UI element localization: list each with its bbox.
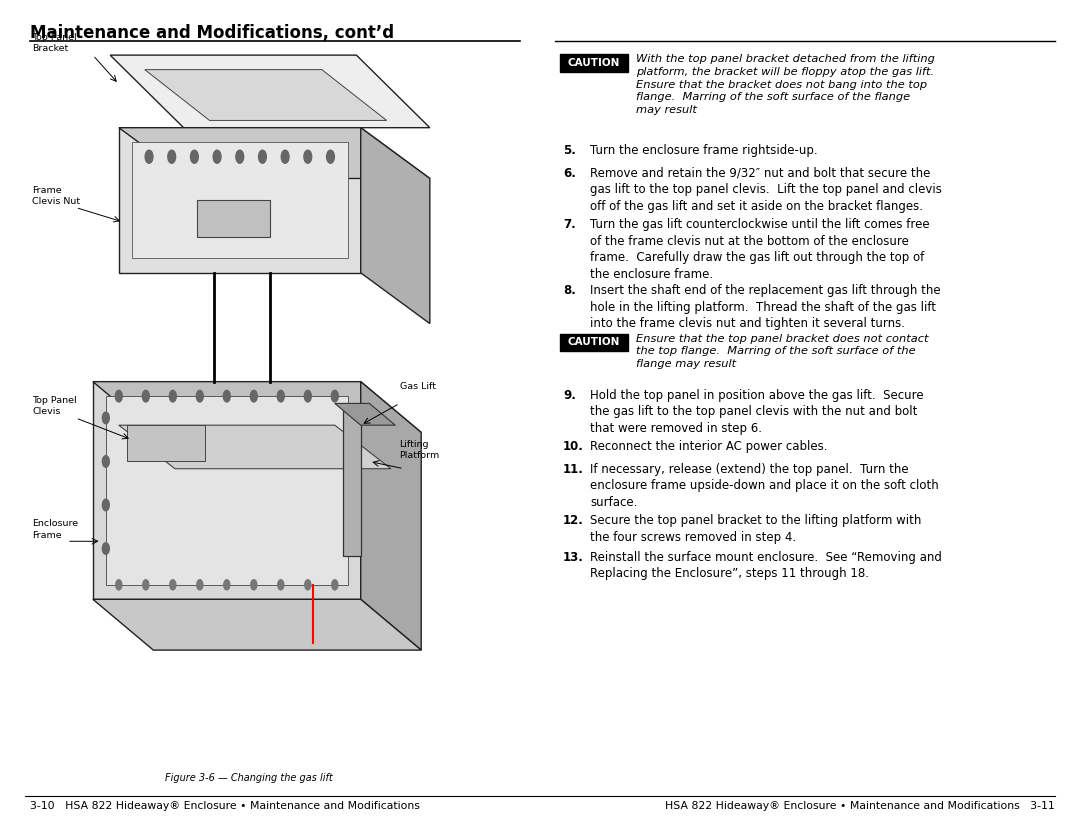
Text: CAUTION: CAUTION	[568, 58, 620, 68]
Circle shape	[143, 390, 149, 402]
Polygon shape	[343, 410, 361, 555]
Circle shape	[103, 412, 109, 424]
Text: 11.: 11.	[563, 463, 584, 475]
Polygon shape	[93, 382, 421, 433]
Circle shape	[224, 390, 230, 402]
Circle shape	[305, 580, 311, 590]
Polygon shape	[197, 200, 270, 237]
Circle shape	[281, 150, 289, 163]
Circle shape	[116, 390, 122, 402]
Polygon shape	[93, 382, 361, 600]
Circle shape	[167, 150, 176, 163]
Polygon shape	[361, 128, 430, 324]
Circle shape	[197, 580, 203, 590]
Circle shape	[145, 150, 153, 163]
Text: 7.: 7.	[563, 218, 576, 231]
Polygon shape	[335, 404, 395, 425]
Text: 10.: 10.	[563, 440, 584, 453]
Polygon shape	[127, 425, 205, 461]
Text: 9.: 9.	[563, 389, 576, 401]
Polygon shape	[119, 128, 361, 273]
Circle shape	[332, 580, 338, 590]
Circle shape	[213, 150, 221, 163]
Circle shape	[197, 390, 203, 402]
Circle shape	[251, 580, 257, 590]
Text: Frame
Clevis Nut: Frame Clevis Nut	[32, 186, 81, 206]
Text: Hold the top panel in position above the gas lift.  Secure
the gas lift to the t: Hold the top panel in position above the…	[590, 389, 923, 435]
Text: Insert the shaft end of the replacement gas lift through the
hole in the lifting: Insert the shaft end of the replacement …	[590, 284, 941, 330]
Text: Maintenance and Modifications, cont’d: Maintenance and Modifications, cont’d	[30, 24, 394, 42]
Text: With the top panel bracket detached from the lifting
platform, the bracket will : With the top panel bracket detached from…	[636, 54, 935, 115]
Circle shape	[278, 580, 284, 590]
FancyBboxPatch shape	[561, 54, 627, 72]
Circle shape	[326, 150, 335, 163]
Circle shape	[258, 150, 267, 163]
Circle shape	[143, 580, 149, 590]
Text: Remove and retain the 9/32″ nut and bolt that secure the
gas lift to the top pan: Remove and retain the 9/32″ nut and bolt…	[590, 167, 942, 213]
Text: Reinstall the surface mount enclosure.  See “Removing and
Replacing the Enclosur: Reinstall the surface mount enclosure. S…	[590, 551, 942, 580]
Circle shape	[116, 580, 122, 590]
Polygon shape	[106, 396, 348, 585]
Polygon shape	[361, 382, 421, 651]
Circle shape	[332, 390, 338, 402]
Text: Reconnect the interior AC power cables.: Reconnect the interior AC power cables.	[590, 440, 827, 453]
Text: Ensure that the top panel bracket does not contact
the top flange.  Marring of t: Ensure that the top panel bracket does n…	[636, 334, 929, 369]
Circle shape	[303, 150, 312, 163]
Text: Figure 3-6 — Changing the gas lift: Figure 3-6 — Changing the gas lift	[164, 773, 333, 783]
Polygon shape	[110, 55, 430, 128]
Text: Turn the gas lift counterclockwise until the lift comes free
of the frame clevis: Turn the gas lift counterclockwise until…	[590, 218, 930, 280]
Text: CAUTION: CAUTION	[568, 337, 620, 347]
Circle shape	[103, 455, 109, 467]
Circle shape	[235, 150, 244, 163]
Circle shape	[251, 390, 257, 402]
Text: 5.: 5.	[563, 144, 576, 157]
Circle shape	[190, 150, 199, 163]
Text: If necessary, release (extend) the top panel.  Turn the
enclosure frame upside-d: If necessary, release (extend) the top p…	[590, 463, 939, 509]
Polygon shape	[145, 70, 387, 120]
Text: 13.: 13.	[563, 551, 584, 564]
Text: 12.: 12.	[563, 514, 584, 527]
Polygon shape	[93, 600, 421, 651]
Text: Enclosure
Frame: Enclosure Frame	[32, 520, 79, 540]
Circle shape	[170, 580, 176, 590]
Circle shape	[305, 390, 311, 402]
Circle shape	[278, 390, 284, 402]
Circle shape	[170, 390, 176, 402]
Text: Top Panel
Bracket: Top Panel Bracket	[32, 33, 77, 53]
FancyBboxPatch shape	[561, 334, 627, 350]
Text: Secure the top panel bracket to the lifting platform with
the four screws remove: Secure the top panel bracket to the lift…	[590, 514, 921, 544]
Text: Top Panel
Clevis: Top Panel Clevis	[32, 396, 77, 416]
Polygon shape	[119, 425, 391, 469]
Text: Gas Lift: Gas Lift	[400, 382, 435, 390]
Circle shape	[224, 580, 230, 590]
Polygon shape	[119, 128, 430, 178]
Text: 3-10   HSA 822 Hideaway® Enclosure • Maintenance and Modifications: 3-10 HSA 822 Hideaway® Enclosure • Maint…	[30, 801, 420, 811]
Circle shape	[103, 543, 109, 555]
Polygon shape	[132, 143, 348, 259]
Text: Turn the enclosure frame rightside-up.: Turn the enclosure frame rightside-up.	[590, 144, 818, 157]
Text: 8.: 8.	[563, 284, 576, 297]
Circle shape	[103, 500, 109, 510]
Text: HSA 822 Hideaway® Enclosure • Maintenance and Modifications   3-11: HSA 822 Hideaway® Enclosure • Maintenanc…	[665, 801, 1055, 811]
Text: Lifting
Platform: Lifting Platform	[400, 440, 440, 460]
Text: 6.: 6.	[563, 167, 576, 179]
